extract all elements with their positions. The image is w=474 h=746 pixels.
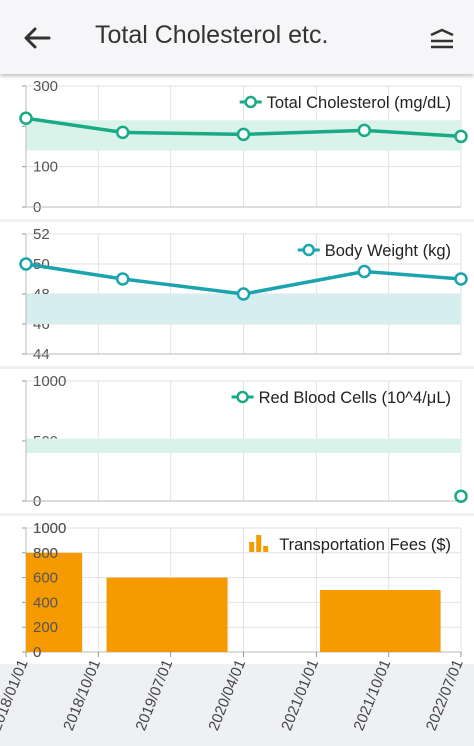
y-tick-label: 400 (33, 594, 58, 611)
x-tick-label: 2019/07/01 (132, 657, 176, 733)
menu-icon (430, 28, 454, 49)
legend-swatch-marker (236, 390, 249, 404)
chart-panel-2: 4446485052Body Weight (kg) (0, 222, 474, 366)
data-point[interactable] (236, 127, 251, 142)
chart-panel-1: 0100200300Total Cholesterol (mg/dL) (0, 74, 474, 219)
arrow-left-icon (24, 27, 51, 49)
menu-button[interactable] (422, 20, 462, 56)
legend: Total Cholesterol (mg/dL) (239, 94, 451, 112)
bar-chart-icon-bar (263, 546, 269, 552)
legend: Transportation Fees ($) (249, 535, 451, 554)
legend-swatch-marker (302, 243, 315, 257)
y-tick-label: 1000 (33, 520, 66, 537)
x-tick-label: 2021/10/01 (350, 657, 394, 733)
y-tick-label: 600 (33, 570, 58, 587)
x-tick-label: 2020/04/01 (205, 657, 249, 733)
x-tick-label: 2018/10/01 (60, 657, 104, 733)
legend: Body Weight (kg) (297, 242, 451, 260)
bar[interactable] (320, 590, 441, 652)
y-tick-label: 800 (33, 545, 58, 562)
legend-label: Body Weight (kg) (325, 242, 451, 260)
x-axis-labels: 2018/01/01 2018/10/01 2019/07/01 2020/04/01… (0, 652, 467, 733)
data-point[interactable] (19, 111, 33, 126)
data-point[interactable] (115, 272, 130, 286)
y-tick-label: 1000 (33, 373, 66, 390)
chart-panel-3: 05001000Red Blood Cells (10^4/μL) (0, 369, 474, 513)
legend-swatch-marker (244, 95, 257, 109)
data-point[interactable] (115, 125, 130, 140)
bar-chart-icon-bar (256, 535, 262, 552)
data-point[interactable] (357, 123, 372, 138)
legend-label: Transportation Fees ($) (279, 536, 451, 554)
chart-panel-4: 0200400600800100002004006008001000Transp… (0, 516, 474, 664)
bar-chart-icon-bar (249, 542, 255, 552)
data-point[interactable] (357, 264, 372, 279)
data-point[interactable] (454, 129, 468, 144)
bar[interactable] (106, 577, 228, 652)
x-tick-label: 2018/01/01 (0, 657, 32, 733)
x-tick-label: 2022/07/01 (423, 657, 467, 733)
page-title: Total Cholesterol etc. (95, 21, 329, 49)
y-tick-label: 200 (33, 619, 58, 636)
data-point[interactable] (19, 257, 33, 271)
bar[interactable] (26, 552, 83, 652)
legend: Red Blood Cells (10^4/μL) (231, 389, 451, 407)
reference-range-band (26, 438, 461, 453)
y-tick-label: 1000 (33, 520, 66, 537)
app-bar: Total Cholesterol etc. (0, 0, 474, 74)
y-tick-label: 300 (33, 78, 58, 95)
x-tick-label: 2021/01/01 (278, 657, 322, 733)
legend-label: Red Blood Cells (10^4/μL) (259, 389, 451, 407)
y-tick-label: 0 (33, 644, 41, 661)
y-tick-label: 100 (33, 159, 58, 176)
y-tick-label: 52 (33, 226, 50, 243)
charts-area: 0100200300Total Cholesterol (mg/dL)44464… (0, 74, 474, 733)
legend-label: Total Cholesterol (mg/dL) (267, 94, 451, 112)
data-point[interactable] (454, 272, 468, 286)
data-point[interactable] (236, 287, 251, 301)
data-point[interactable] (454, 489, 468, 503)
back-button[interactable] (14, 20, 60, 56)
